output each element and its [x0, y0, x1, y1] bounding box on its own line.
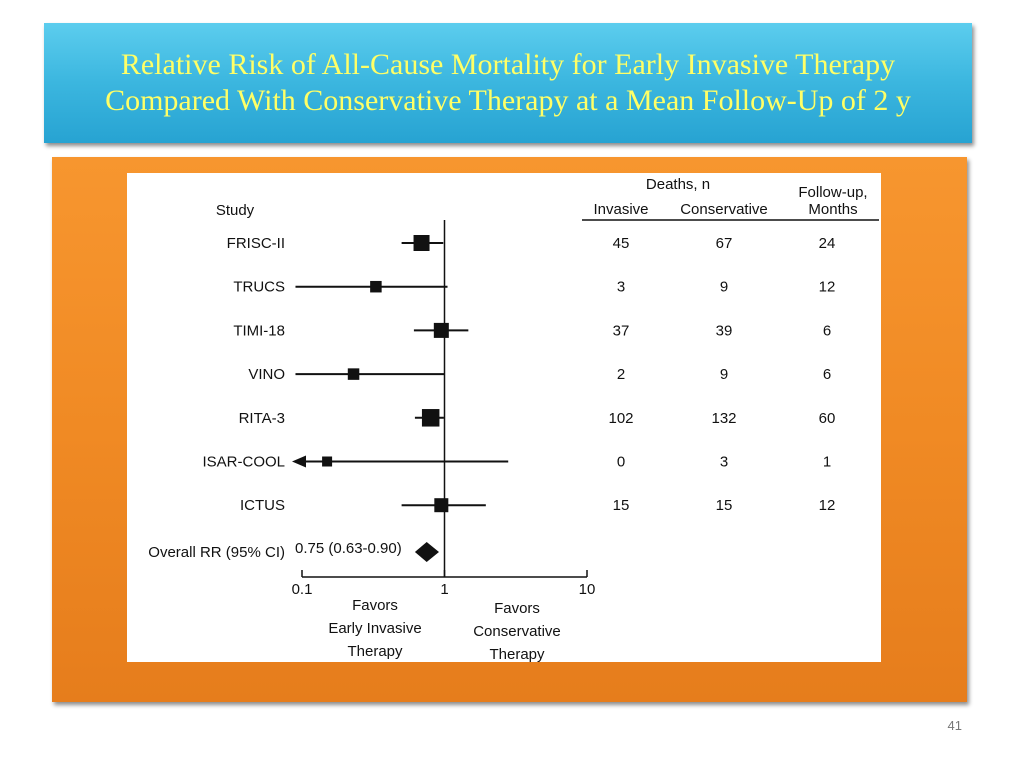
invasive-header: Invasive [593, 201, 648, 218]
favors-right-caption: Favors [494, 600, 540, 617]
slide-title-banner: Relative Risk of All-Cause Mortality for… [44, 23, 972, 143]
favors-left-caption: Favors [352, 597, 398, 614]
slide-title-line-2: Compared With Conservative Therapy at a … [105, 84, 911, 117]
invasive-deaths: 2 [617, 366, 625, 383]
study-label: VINO [248, 366, 285, 383]
study-label: ICTUS [240, 497, 285, 514]
forest-plot-figure: Study Deaths, n Invasive Conservative Follow… [127, 173, 881, 662]
overall-label: Overall RR (95% CI) [148, 544, 285, 561]
x-tick-label: 0.1 [292, 581, 313, 598]
followup-header-line1: Follow-up, [798, 184, 867, 201]
overall-estimate-text: 0.75 (0.63-0.90) [295, 540, 402, 557]
ci-truncation-arrow [292, 455, 306, 468]
forest-plot: Study Deaths, n Invasive Conservative Follow… [148, 176, 879, 662]
overall-diamond [414, 542, 439, 562]
conservative-deaths: 15 [716, 497, 733, 514]
followup-months: 1 [823, 454, 831, 471]
study-label: TIMI-18 [233, 322, 285, 339]
x-tick-label: 1 [440, 581, 448, 598]
invasive-deaths: 37 [613, 322, 630, 339]
conservative-header: Conservative [680, 201, 768, 218]
study-label: FRISC-II [227, 235, 285, 252]
point-estimate-marker [433, 322, 449, 338]
deaths-header: Deaths, n [646, 176, 710, 193]
point-estimate-marker [421, 409, 440, 427]
favors-left-caption: Early Invasive [328, 620, 421, 637]
point-estimate-marker [413, 235, 430, 251]
conservative-deaths: 67 [716, 235, 733, 252]
invasive-deaths: 102 [608, 410, 633, 427]
conservative-deaths: 9 [720, 279, 728, 296]
study-header: Study [216, 202, 255, 219]
point-estimate-marker [370, 280, 382, 293]
conservative-deaths: 39 [716, 322, 733, 339]
invasive-deaths: 0 [617, 454, 625, 471]
x-tick-label: 10 [579, 581, 596, 598]
favors-left-caption: Therapy [347, 643, 403, 660]
point-estimate-marker [322, 456, 333, 467]
followup-header-line2: Months [808, 201, 857, 218]
invasive-deaths: 15 [613, 497, 630, 514]
study-label: ISAR-COOL [202, 454, 285, 471]
slide-title-line-1: Relative Risk of All-Cause Mortality for… [120, 48, 896, 81]
study-label: TRUCS [233, 279, 285, 296]
followup-months: 12 [819, 279, 836, 296]
favors-right-caption: Conservative [473, 623, 561, 640]
followup-months: 60 [819, 410, 836, 427]
study-label: RITA-3 [239, 410, 285, 427]
followup-months: 6 [823, 322, 831, 339]
conservative-deaths: 132 [711, 410, 736, 427]
followup-months: 6 [823, 366, 831, 383]
followup-months: 12 [819, 497, 836, 514]
conservative-deaths: 9 [720, 366, 728, 383]
conservative-deaths: 3 [720, 454, 728, 471]
point-estimate-marker [434, 498, 449, 513]
favors-right-caption: Therapy [489, 646, 545, 662]
point-estimate-marker [347, 368, 360, 380]
slide-number: 41 [947, 718, 962, 733]
followup-months: 24 [819, 235, 836, 252]
invasive-deaths: 45 [613, 235, 630, 252]
invasive-deaths: 3 [617, 279, 625, 296]
